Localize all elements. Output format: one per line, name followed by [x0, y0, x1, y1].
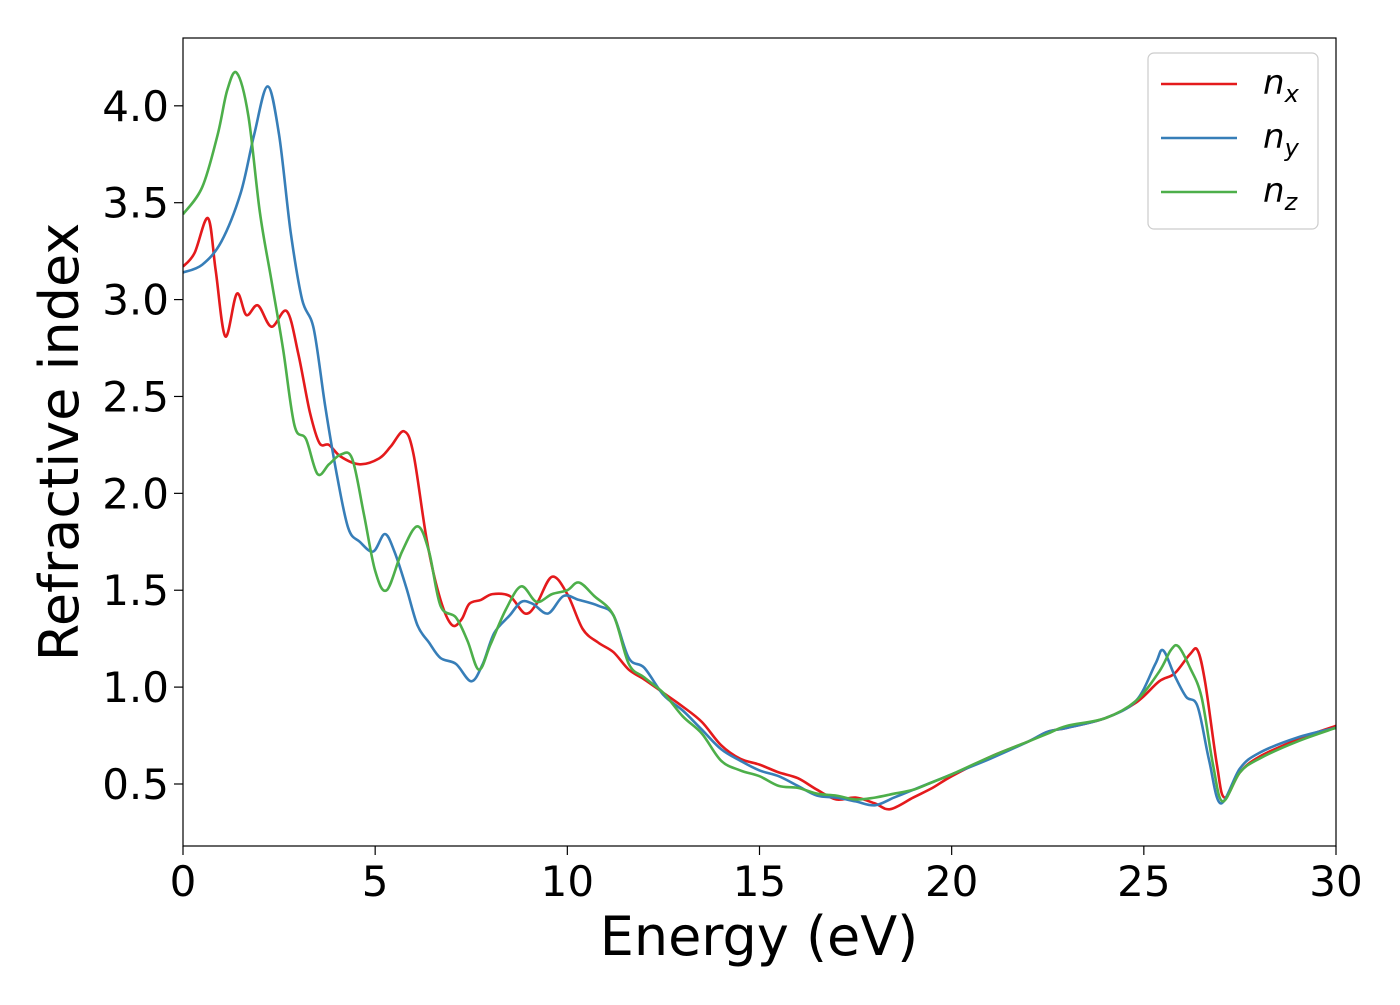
- x-tick-label: 10: [541, 857, 594, 906]
- y-tick-label: 3.5: [102, 179, 169, 228]
- series-line-x: [183, 216, 1336, 811]
- series-layer: [183, 70, 1336, 811]
- y-axis-title: Refractive index: [28, 223, 91, 662]
- x-axis-title: Energy (eV): [600, 905, 919, 968]
- x-tick-label: 5: [362, 857, 389, 906]
- x-tick-label: 15: [733, 857, 786, 906]
- y-tick-label: 2.0: [102, 469, 169, 518]
- y-axis-ticks: 0.5 1.0 1.5 2.0 2.5 3.0 3.5 4.0: [102, 82, 183, 809]
- series-line-z: [183, 70, 1336, 803]
- y-tick-label: 4.0: [102, 82, 169, 131]
- x-tick-label: 30: [1309, 857, 1362, 906]
- y-tick-label: 1.0: [102, 663, 169, 712]
- y-tick-label: 2.5: [102, 372, 169, 421]
- legend-box: [1147, 52, 1319, 230]
- y-tick-label: 3.0: [102, 276, 169, 325]
- x-tick-label: 25: [1117, 857, 1170, 906]
- x-tick-label: 20: [925, 857, 978, 906]
- y-tick-label: 0.5: [102, 760, 169, 809]
- y-tick-label: 1.5: [102, 566, 169, 615]
- x-axis-ticks: 0 5 10 15 20 25 30: [170, 846, 1363, 906]
- x-tick-label: 0: [170, 857, 197, 906]
